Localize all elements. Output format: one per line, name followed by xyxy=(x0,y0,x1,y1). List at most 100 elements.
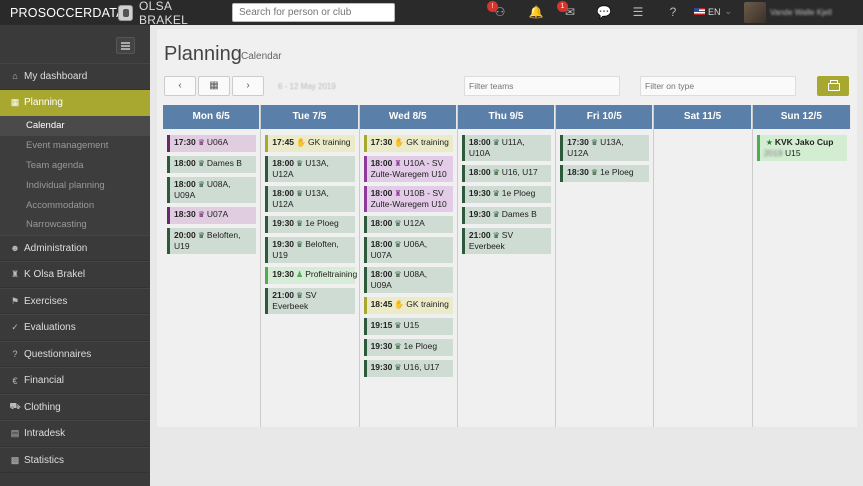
calendar-event[interactable]: 18:00 ♜ U10B - SV Zulte-Waregem U10 xyxy=(363,186,453,212)
calendar-event[interactable]: 18:00 ♛ U08A, U09A xyxy=(363,267,453,293)
filter-teams-input[interactable] xyxy=(464,76,620,96)
calendar-event[interactable]: 19:30 ♛ Beloften, U19 xyxy=(265,237,355,263)
sidebar-item-financial[interactable]: € Financial xyxy=(0,367,150,394)
team-icon: ♛ xyxy=(492,189,500,198)
calendar-event[interactable]: 18:00 ♛ Dames B xyxy=(167,156,257,173)
day-column: Sat 11/5 xyxy=(654,105,753,427)
calendar-event[interactable]: 17:30 ✋ GK training xyxy=(363,135,453,152)
language-selector[interactable]: EN ⌄ xyxy=(694,6,732,17)
calendar-event[interactable]: 19:30 ♛ Dames B xyxy=(461,207,552,224)
sidebar-item-club[interactable]: ♜ K Olsa Brakel xyxy=(0,261,150,288)
sidebar-item-administration[interactable]: ☻ Administration xyxy=(0,234,150,262)
inbox-icon[interactable]: ✉ 1 xyxy=(557,1,578,19)
sidebar-item-dashboard[interactable]: ⌂ My dashboard xyxy=(0,63,150,90)
chevron-down-icon: ⌄ xyxy=(724,6,733,16)
event-time: 17:30 xyxy=(174,137,196,147)
player-icon: ♟ xyxy=(296,270,304,279)
calendar-event[interactable]: 17:45 ✋ GK training xyxy=(265,135,355,152)
calendar-event[interactable]: 19:30 ♛ U16, U17 xyxy=(363,360,453,377)
chat-icon[interactable]: 💬 xyxy=(596,5,612,19)
sidebar-item-label: Clothing xyxy=(24,401,61,413)
sidebar-item-questionnaires[interactable]: ? Questionnaires xyxy=(0,340,150,368)
calendar-event[interactable]: 19:30 ♟ Profieltraining xyxy=(265,267,357,284)
sidebar-item-planning[interactable]: ▦ Planning xyxy=(0,89,150,116)
brand-logo[interactable]: PROSOCCERDATA xyxy=(10,6,124,20)
calendar-event[interactable]: 17:30 ♛ U06A xyxy=(167,135,257,152)
subnav-team-agenda[interactable]: Team agenda xyxy=(26,159,84,171)
pick-date-button[interactable]: ▦ xyxy=(198,76,230,96)
club-crest-icon xyxy=(118,4,133,21)
day-events: 17:30 ♛ U06A 18:00 ♛ Dames B 18:00 ♛ U08A, U09A 1… xyxy=(163,129,260,254)
planning-subnav: Calendar Event management Team agenda In… xyxy=(0,116,150,235)
sidebar-item-evaluations[interactable]: ✓ Evaluations xyxy=(0,314,150,341)
user-menu[interactable]: Vande Walle Kjell xyxy=(744,2,832,23)
event-time: 19:30 xyxy=(272,218,295,228)
sidebar-item-label: Administration xyxy=(24,242,88,254)
calendar-event[interactable]: 18:00 ♛ U13A, U12A xyxy=(265,186,355,212)
search-input[interactable] xyxy=(232,3,395,22)
sidebar-nav: ⌂ My dashboard ▦ Planning Calendar Event m… xyxy=(0,63,150,474)
team-icon: ♛ xyxy=(197,138,205,147)
match-icon: ♜ xyxy=(394,159,402,168)
team-icon: ♛ xyxy=(296,291,304,300)
calendar-event[interactable]: 19:30 ♛ 1e Ploeg xyxy=(265,216,355,233)
team-icon: ♛ xyxy=(197,159,205,168)
team-icon: ♛ xyxy=(197,210,205,219)
next-week-button[interactable]: › xyxy=(232,76,264,96)
sidebar-item-intradesk[interactable]: ▤ Intradesk xyxy=(0,420,150,447)
event-time: 19:15 xyxy=(370,320,393,330)
sidebar-item-statistics[interactable]: ▩ Statistics xyxy=(0,446,150,474)
calendar-event[interactable]: 18:00 ♜ U10A - SV Zulte-Waregem U10 xyxy=(363,156,453,182)
calendar-event[interactable]: 18:00 ♛ U16, U17 xyxy=(461,165,552,182)
subnav-individual-planning[interactable]: Individual planning xyxy=(26,179,105,191)
subnav-event-management[interactable]: Event management xyxy=(26,140,109,152)
chart-icon: ▩ xyxy=(10,454,20,465)
calendar-event[interactable]: 19:30 ♛ 1e Ploeg xyxy=(363,339,453,356)
hamburger-icon[interactable] xyxy=(116,37,135,54)
sidebar-item-clothing[interactable]: ⛟ Clothing xyxy=(0,393,150,421)
team-icon: ♛ xyxy=(492,210,500,219)
calendar-event[interactable]: 18:00 ♛ U12A xyxy=(363,216,453,233)
subnav-narrowcasting[interactable]: Narrowcasting xyxy=(26,219,87,231)
calendar-event[interactable]: ★ KVK Jako Cup 2019 U15 xyxy=(756,135,847,161)
subnav-accommodation[interactable]: Accommodation xyxy=(26,199,95,211)
calendar-event[interactable]: 21:00 ♛ SV Everbeek xyxy=(461,228,552,254)
calendar-event[interactable]: 18:00 ♛ U13A, U12A xyxy=(265,156,355,182)
calendar-event[interactable]: 18:00 ♛ U08A, U09A xyxy=(167,177,257,203)
list-icon[interactable]: ☰ xyxy=(632,5,644,19)
help-icon[interactable]: ? xyxy=(669,5,677,19)
event-title: U10A - SV Zulte-Waregem U10 xyxy=(370,158,447,179)
filter-type-input[interactable] xyxy=(640,76,796,96)
sidebar-item-exercises[interactable]: ⚑ Exercises xyxy=(0,287,150,315)
club-switcher[interactable]: OLSA BRAKEL xyxy=(118,0,218,27)
calendar-event[interactable]: 20:00 ♛ Beloften, U19 xyxy=(167,228,257,254)
calendar-event[interactable]: 18:30 ♛ 1e Ploeg xyxy=(560,165,650,182)
bell-icon[interactable]: 🔔 xyxy=(528,5,544,19)
calendar-event[interactable]: 18:30 ♛ U07A xyxy=(167,207,257,224)
calendar-event[interactable]: 21:00 ♛ SV Everbeek xyxy=(265,288,355,314)
calendar-event[interactable]: 18:00 ♛ U06A, U07A xyxy=(363,237,453,263)
home-icon: ⌂ xyxy=(12,71,18,82)
event-title: U08A, U09A xyxy=(174,179,231,200)
calendar-event[interactable]: 19:15 ♛ U15 xyxy=(363,318,453,335)
event-time: 19:30 xyxy=(370,362,393,372)
subnav-calendar[interactable]: Calendar xyxy=(0,116,150,136)
calendar-event[interactable]: 18:45 ✋ GK training xyxy=(363,297,453,314)
top-bar: PROSOCCERDATA OLSA BRAKEL ⚇! 🔔 ✉1 💬 ☰ ? … xyxy=(0,0,863,27)
sidebar-item-label: Evaluations xyxy=(24,322,76,334)
calendar-event[interactable]: 18:00 ♛ U11A, U10A xyxy=(461,135,552,161)
event-time: 18:30 xyxy=(174,209,196,219)
team-icon: ♛ xyxy=(590,138,599,147)
user-name: Vande Walle Kjell xyxy=(770,8,832,17)
calendar-event[interactable]: 17:30 ♛ U13A, U12A xyxy=(560,135,650,161)
print-button[interactable] xyxy=(817,76,849,96)
event-time: 19:30 xyxy=(272,239,295,249)
calendar-event[interactable]: 19:30 ♛ 1e Ploeg xyxy=(461,186,552,203)
event-time: 18:00 xyxy=(272,188,295,198)
event-title: U12A xyxy=(403,218,425,228)
prev-week-button[interactable]: ‹ xyxy=(164,76,196,96)
users-notification-icon[interactable]: ⚇! xyxy=(487,1,508,19)
team-icon: ♛ xyxy=(394,270,402,279)
questionnaire-icon: ? xyxy=(12,349,18,360)
main-content: Planning Calendar ‹ ▦ › 6 - 12 May 2019 … xyxy=(150,25,863,486)
